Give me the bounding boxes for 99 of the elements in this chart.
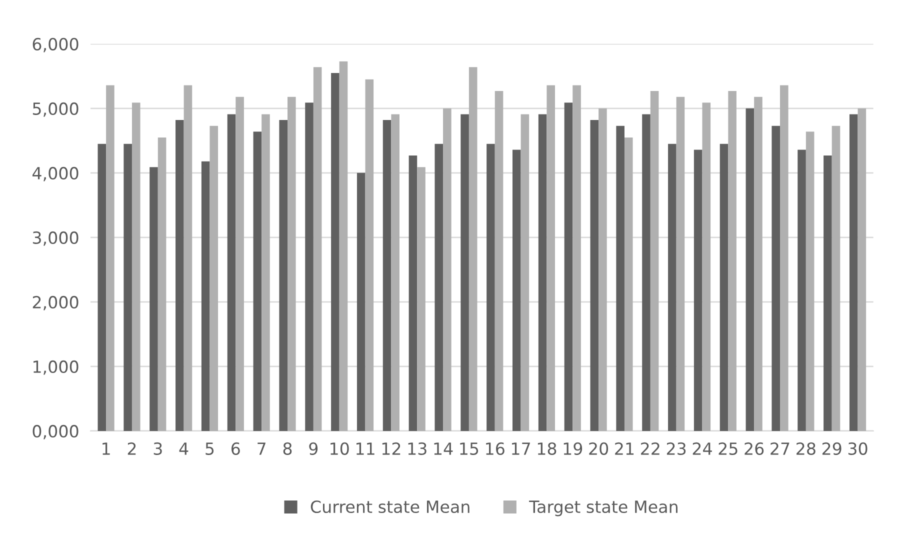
- legend-label: Target state Mean: [529, 500, 678, 516]
- bar: [650, 91, 659, 431]
- bar: [391, 114, 400, 431]
- x-tick-label: 24: [692, 442, 712, 455]
- x-tick-label: 12: [382, 442, 400, 455]
- bar: [313, 67, 322, 431]
- y-tick-label: 3,000: [32, 231, 78, 246]
- bar: [176, 120, 184, 431]
- bar: [331, 72, 340, 431]
- bar: [572, 85, 581, 431]
- bar: [201, 161, 210, 431]
- bar: [279, 120, 288, 431]
- bar: [132, 102, 140, 431]
- bar: [417, 167, 426, 431]
- bar: [832, 126, 840, 431]
- x-tick-label: 23: [666, 442, 686, 455]
- x-tick-label: 2: [128, 442, 136, 455]
- x-tick-label: 28: [796, 442, 816, 455]
- bar: [210, 126, 218, 431]
- bar: [676, 96, 685, 431]
- bar: [520, 114, 530, 431]
- bar: [668, 144, 676, 431]
- bar: [227, 114, 236, 431]
- x-tick-label: 27: [770, 442, 790, 455]
- bar: [236, 96, 244, 431]
- bar: [858, 108, 866, 431]
- bar: [616, 126, 624, 431]
- y-tick-label: 6,000: [32, 38, 78, 52]
- bar: [780, 85, 788, 431]
- bar: [494, 91, 504, 431]
- x-tick-label: 6: [232, 442, 240, 455]
- bar: [720, 144, 728, 431]
- bar: [806, 132, 814, 431]
- bar: [538, 114, 547, 431]
- bar: [365, 79, 374, 431]
- x-tick-label: 18: [538, 442, 556, 455]
- bar: [106, 85, 114, 431]
- x-tick-label: 7: [258, 442, 266, 455]
- bar: [728, 91, 736, 431]
- y-tick-label: 1,000: [34, 360, 78, 375]
- y-tick-label: 4,000: [32, 166, 78, 182]
- x-tick-label: 11: [356, 442, 374, 455]
- x-tick-label: 15: [460, 442, 478, 455]
- bar: [798, 150, 806, 431]
- x-tick-label: 17: [512, 442, 530, 455]
- x-tick-label: 25: [718, 442, 738, 455]
- bar: [288, 96, 296, 431]
- bar: [184, 85, 192, 431]
- bar: [512, 150, 521, 431]
- x-tick-label: 13: [408, 442, 426, 455]
- bar: [124, 144, 132, 431]
- x-tick-label: 21: [615, 442, 634, 455]
- x-tick-label: 30: [848, 442, 868, 455]
- x-tick-label: 4: [179, 442, 188, 455]
- x-tick-label: 5: [206, 442, 214, 455]
- bar: [443, 108, 452, 431]
- y-tick-label: 5,000: [32, 102, 78, 117]
- bar: [382, 120, 392, 431]
- bar: [150, 167, 158, 431]
- bar: [702, 102, 711, 431]
- x-tick-label: 10: [330, 442, 349, 455]
- legend-label: Current state Mean: [310, 500, 470, 514]
- y-tick-label: 0,000: [32, 424, 78, 440]
- x-tick-label: 22: [641, 442, 660, 455]
- bar: [339, 61, 348, 431]
- bar: [408, 156, 418, 431]
- bar: [694, 150, 702, 431]
- bar: [746, 108, 754, 431]
- bar: [434, 144, 444, 431]
- bar: [564, 102, 573, 431]
- bar: [772, 126, 780, 431]
- x-tick-label: 1: [102, 442, 110, 455]
- x-tick-label: 14: [434, 442, 453, 455]
- bar: [468, 67, 478, 431]
- x-tick-label: 20: [589, 442, 608, 455]
- bar: [642, 114, 650, 431]
- x-tick-label: 29: [822, 442, 842, 455]
- bar: [262, 114, 270, 431]
- bar: [253, 132, 262, 431]
- x-tick-label: 9: [309, 442, 318, 455]
- x-tick-label: 16: [486, 442, 504, 455]
- x-tick-label: 26: [744, 442, 764, 455]
- bar: [98, 144, 106, 431]
- x-tick-label: 8: [283, 442, 292, 455]
- bar: [158, 137, 166, 431]
- bar: [546, 85, 556, 431]
- bar: [356, 172, 366, 431]
- bar: [590, 120, 599, 431]
- bar: [305, 102, 314, 431]
- bar: [624, 137, 633, 431]
- bar: [486, 144, 495, 431]
- bar: [849, 114, 858, 431]
- bar: [460, 114, 469, 431]
- x-tick-label: 3: [154, 442, 162, 455]
- x-tick-label: 19: [564, 442, 582, 455]
- bar: [598, 108, 607, 431]
- y-tick-label: 2,000: [32, 296, 78, 310]
- bar: [824, 156, 832, 431]
- bar: [754, 96, 762, 431]
